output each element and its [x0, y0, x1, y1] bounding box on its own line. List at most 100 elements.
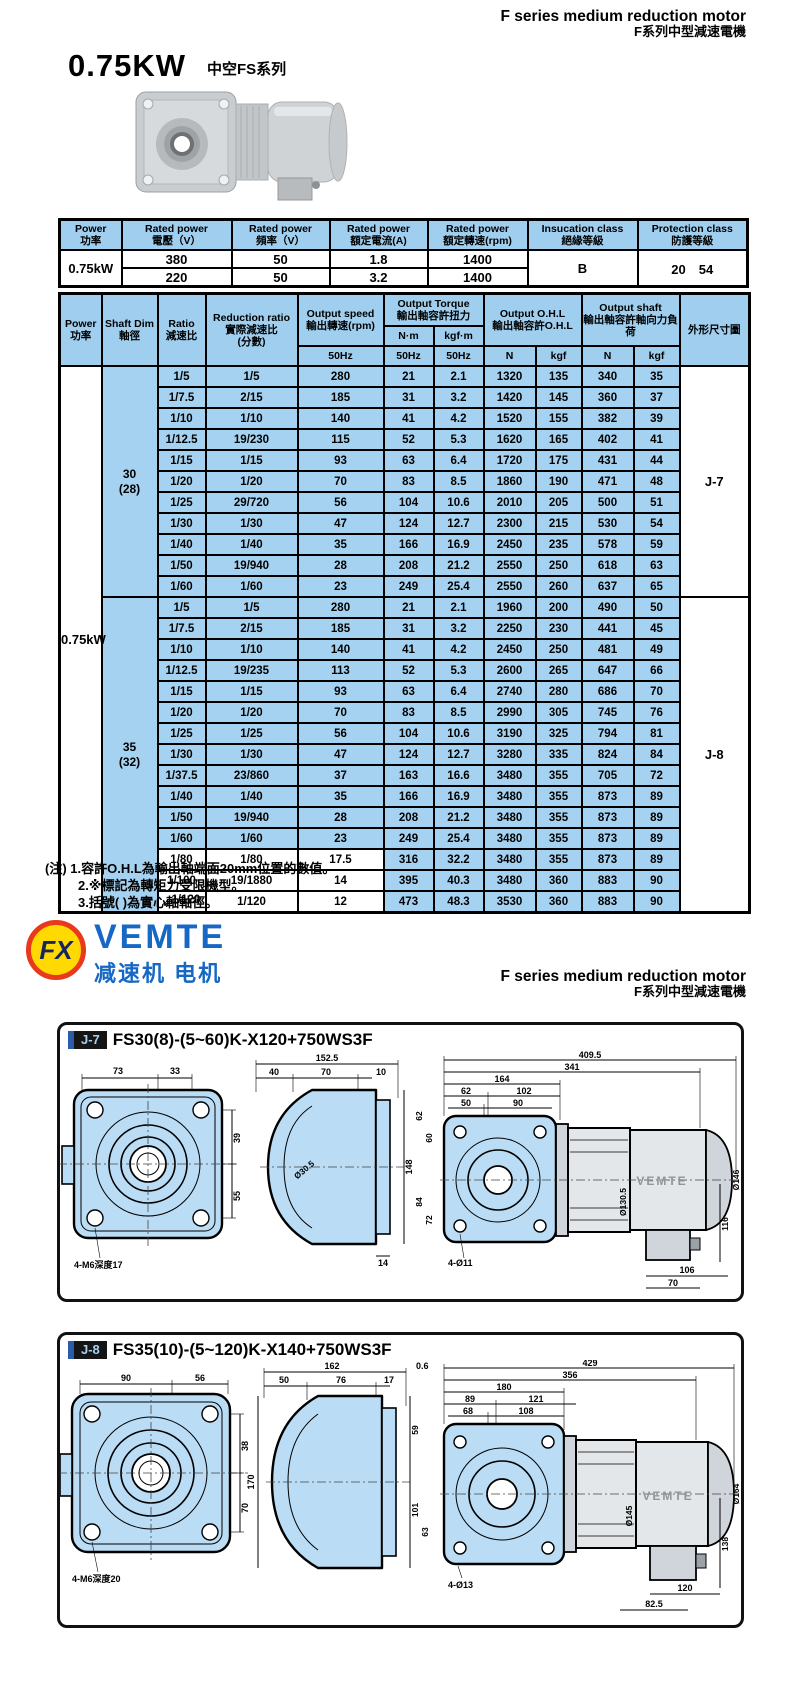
t2-th-kgf: kgf: [632, 345, 681, 367]
t2-th-nm: N·m: [382, 325, 435, 347]
table2-cell: 63: [382, 449, 435, 472]
svg-text:164: 164: [494, 1074, 509, 1084]
t1-protection-value: 20 54: [636, 249, 749, 288]
table2-cell: 155: [534, 407, 583, 430]
table2-cell: 48.3: [432, 890, 485, 914]
table2-cell: 28: [296, 554, 385, 577]
table2-cell: 473: [382, 890, 435, 914]
shaft-dim-cell: 30 (28): [100, 365, 159, 598]
svg-text:50: 50: [461, 1098, 471, 1108]
rated-power-table: Power 功率 Rated power 電壓（V） Rated power 頻率（V…: [58, 218, 749, 289]
table2-cell: 1/10: [156, 638, 207, 661]
table2-cell: 19/230: [204, 428, 299, 451]
table2-cell: 471: [580, 470, 635, 493]
svg-text:Ø146: Ø146: [731, 1169, 741, 1190]
svg-text:10: 10: [376, 1067, 386, 1077]
t2-th-output-torque: Output Torque 輸出軸容許扭力: [382, 292, 485, 327]
logo-brand: VEMTE: [94, 918, 227, 956]
svg-text:4-Ø11: 4-Ø11: [448, 1258, 473, 1268]
table2-cell: 47: [296, 512, 385, 535]
table2-cell: 41: [382, 407, 435, 430]
t2-th-ohl: Output O.H.L 輸出軸容許O.H.L: [482, 292, 583, 347]
table2-cell: 1/100: [156, 869, 207, 892]
table2-cell: 1/10: [156, 407, 207, 430]
table2-cell: 490: [580, 596, 635, 619]
table2-cell: 35: [296, 533, 385, 556]
table2-row: 1/40 1/40 35 166 16.9 2450 235 578 59: [60, 533, 750, 556]
table2-cell: 72: [632, 764, 681, 787]
svg-text:59: 59: [410, 1425, 420, 1435]
table2-cell: 2550: [482, 575, 537, 598]
table2-row: ※1/120 1/120 12 473 48.3 3530 360 883 90: [60, 890, 750, 914]
table2-cell: 1/40: [156, 785, 207, 808]
svg-text:63: 63: [420, 1527, 430, 1537]
svg-text:4-Ø13: 4-Ø13: [448, 1580, 473, 1590]
table2-cell: 19/235: [204, 659, 299, 682]
table2-cell: 1/80: [156, 848, 207, 871]
svg-text:162: 162: [324, 1361, 339, 1371]
page-header-zh: F系列中型減速電機: [634, 24, 746, 40]
table2-cell: 16.9: [432, 785, 485, 808]
svg-text:356: 356: [562, 1370, 577, 1380]
table2-row: 1/25 29/720 56 104 10.6 2010 205 500 51: [60, 491, 750, 514]
t2-th-shaft-dim: Shaft Dim 軸徑: [100, 292, 159, 367]
table2-cell: 441: [580, 617, 635, 640]
table2-cell: 39: [632, 407, 681, 430]
table2-row: 1/60 1/60 23 249 25.4 2550 260 637 65: [60, 575, 750, 598]
footnotes: (注) 1.容許O.H.L為輸出軸端面20mm位置的數值。 2.※標記為轉矩力受…: [45, 860, 335, 911]
table2-cell: 56: [296, 722, 385, 745]
table2-cell: 10.6: [432, 722, 485, 745]
table2-cell: 2250: [482, 617, 537, 640]
t1-cell: 50: [230, 267, 331, 288]
table2-cell: 47: [296, 743, 385, 766]
table2-cell: 3280: [482, 743, 537, 766]
table2-row: 1/12.5 19/235 113 52 5.3 2600 265 647 66: [60, 659, 750, 682]
table2-row: 1/100 19/1880 14 395 40.3 3480 360 883 90: [60, 869, 750, 892]
drawing-box-j8: J-8 FS35(10)-(5~120)K-X140+750WS3F 90 56…: [57, 1332, 744, 1628]
t1-th-power: Power 功率: [58, 218, 123, 252]
j8-assembly-view: 429 356 180 89 121 68 108 Ø145 Ø1: [440, 1358, 741, 1611]
svg-text:40: 40: [269, 1067, 279, 1077]
svg-text:89: 89: [465, 1394, 475, 1404]
table2-cell: 23/860: [204, 764, 299, 787]
t1-cell: 3.2: [328, 267, 429, 288]
vemte-logo-mark-icon: FX: [26, 920, 86, 980]
table2-row: 1/50 19/940 28 208 21.2 3480 355 873 89: [60, 806, 750, 829]
j8-technical-drawing: 90 56 38 70 4-M6深度20 162 0.6: [58, 1358, 741, 1611]
table2-cell: 52: [382, 659, 435, 682]
table2-cell: 208: [382, 806, 435, 829]
table2-cell: 1/20: [204, 701, 299, 724]
svg-text:70: 70: [668, 1278, 678, 1288]
t2-th-n: N: [580, 345, 635, 367]
table2-cell: 260: [534, 575, 583, 598]
table2-cell: 235: [534, 533, 583, 556]
table2-cell: 1720: [482, 449, 537, 472]
footnote-line: 2.※標記為轉矩力受限機型。: [78, 878, 245, 893]
dim-ref-cell: J-7: [678, 365, 751, 598]
svg-text:72: 72: [424, 1215, 434, 1225]
table2-cell: 12.7: [432, 512, 485, 535]
table2-cell: 28: [296, 806, 385, 829]
t1-row: 0.75kW 380 50 1.8 1400 B 20 54: [58, 249, 749, 288]
table2-cell: 12: [296, 890, 385, 914]
table2-cell: 4.2: [432, 407, 485, 430]
table2-cell: 1/50: [156, 806, 207, 829]
table2-cell: 19/940: [204, 554, 299, 577]
logo-sub: 减速机 电机: [94, 961, 223, 986]
table2-cell: 145: [534, 386, 583, 409]
table2-cell: 31: [382, 386, 435, 409]
table2-cell: 83: [382, 470, 435, 493]
table2-row: 1/10 1/10 140 41 4.2 1520 155 382 39: [60, 407, 750, 430]
table2-cell: 402: [580, 428, 635, 451]
svg-text:VEMTE: VEMTE: [636, 1174, 687, 1188]
table2-cell: 1/25: [156, 722, 207, 745]
svg-text:180: 180: [496, 1382, 511, 1392]
t2-th-dim-drawing: 外形尺寸圖: [678, 292, 751, 367]
table2-cell: 166: [382, 785, 435, 808]
table2-cell: 705: [580, 764, 635, 787]
table2-cell: 824: [580, 743, 635, 766]
table2-row: 0.75kW 30 (28) 1/5 1/5 280 21 2.1 1320 135 340 35 J-…: [58, 365, 751, 914]
svg-text:90: 90: [121, 1373, 131, 1383]
t1-cell: 380: [120, 249, 233, 270]
table2-cell: 19/940: [204, 806, 299, 829]
